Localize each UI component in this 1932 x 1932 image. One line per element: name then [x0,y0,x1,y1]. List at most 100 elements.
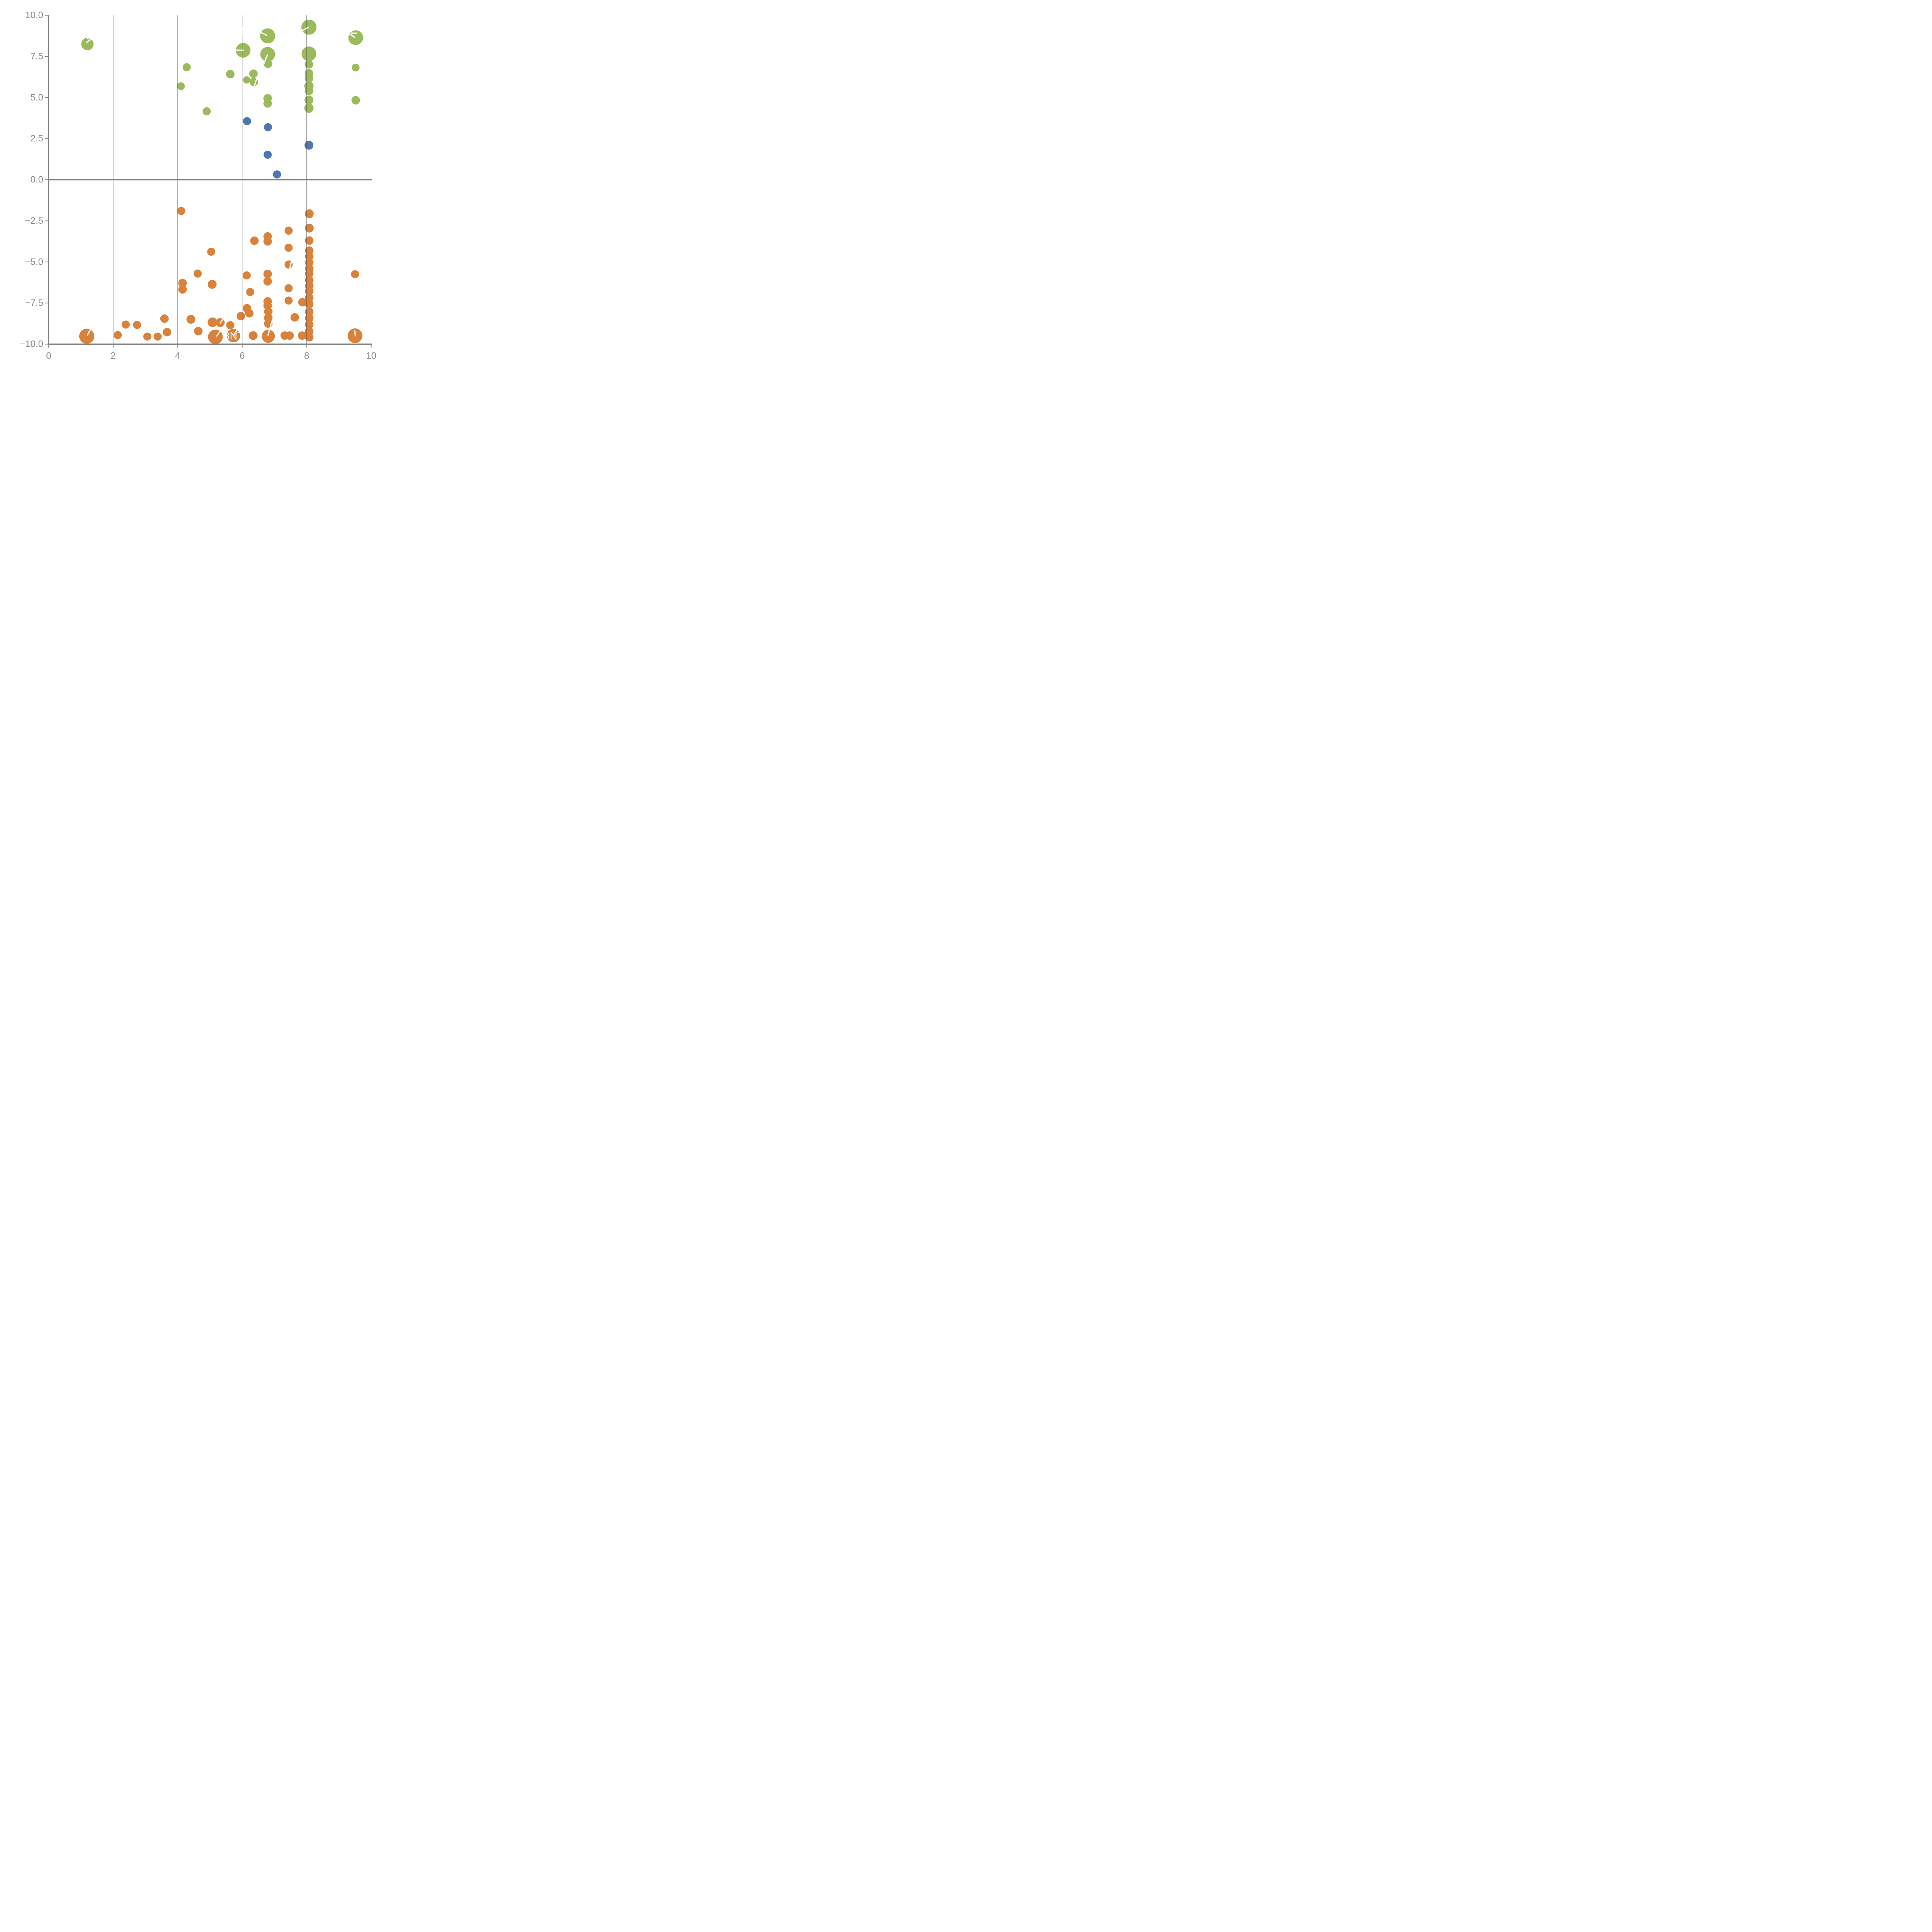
bubble-green-20 [304,87,313,95]
bubble-orange-48 [304,209,314,218]
bubble-orange-7 [160,314,169,323]
bubble-orange-59 [305,293,314,302]
annotation-leader-line-5 [349,33,355,38]
bubble-green-13 [263,99,272,108]
y-tick-label-2: 5.0 [31,92,43,103]
bubble-orange-41 [284,243,293,252]
annotation-leader-line-4 [302,26,309,31]
annotation-leader-line-6 [253,76,258,87]
bubble-orange-26 [248,331,258,340]
bubble-orange-8 [177,207,185,215]
y-tick-label-6: −5.0 [25,257,43,267]
bubble-blue-4 [273,170,281,179]
x-tick-label-2: 4 [175,351,180,361]
bubble-green-23 [348,30,363,45]
bubble-green-22 [304,104,314,113]
bubble-orange-46 [298,298,307,307]
bubble-green-1 [182,63,191,71]
bubble-green-4 [226,70,235,78]
bubble-orange-30 [263,269,272,278]
bubble-orange-3 [133,321,141,329]
bubble-orange-53 [305,258,314,267]
bubble-orange-12 [194,269,202,278]
bubble-orange-10 [178,285,187,294]
bubble-green-25 [351,96,360,105]
bubble-blue-3 [264,150,272,159]
bubble-orange-65 [305,333,314,342]
bubble-orange-60 [305,299,314,308]
bubble-green-6 [260,28,276,44]
bubble-green-15 [301,46,316,61]
bubble-orange-62 [305,314,314,323]
x-tick-label-0: 0 [46,351,51,361]
y-tick-label-1: 7.5 [31,51,43,61]
annotation-leader-line-9 [219,318,224,324]
bubble-blue-2 [304,141,314,150]
bubble-orange-13 [194,327,203,335]
bubble-orange-45 [290,313,299,322]
bubble-orange-11 [186,315,196,324]
bubble-orange-43 [284,284,293,293]
y-tick-label-0: 10.0 [25,10,43,20]
annotation-leader-line-7 [87,329,91,336]
bubble-green-0 [81,38,94,51]
x-tick-label-1: 2 [111,351,116,361]
bubble-orange-51 [305,246,314,255]
bubble-orange-15 [207,280,217,289]
annotation-leader-line-12 [289,261,292,269]
bubble-orange-55 [305,269,314,278]
annotation-leader-line-0 [86,38,92,43]
x-tick-label-5: 10 [366,351,376,361]
bubble-green-21 [304,95,314,105]
bubble-orange-19 [226,321,235,330]
bubble-orange-47 [298,331,306,340]
bubble-green-2 [177,82,185,90]
bubble-orange-49 [304,223,314,233]
bubble-orange-29 [263,237,272,246]
bubble-orange-24 [245,309,254,318]
bubble-orange-58 [305,287,314,296]
bubble-orange-0 [79,328,94,344]
bubble-orange-21 [236,312,245,321]
bubble-orange-16 [207,317,218,327]
bubble-orange-39 [285,331,294,340]
bubble-green-18 [304,74,313,83]
bubble-orange-4 [143,332,151,341]
annotation-fragment-2 [87,36,90,39]
annotation-leader-line-8 [216,327,223,337]
bubble-orange-31 [263,277,272,286]
y-tick-label-7: −7.5 [25,298,43,308]
bubble-orange-40 [284,226,293,235]
y-tick-label-5: −2.5 [25,216,43,226]
bubble-green-16 [304,60,313,69]
bubble-orange-37 [262,330,275,343]
bubble-orange-2 [121,320,130,329]
annotation-leader-line-3 [263,54,268,65]
bubble-orange-1 [114,331,122,339]
bubble-green-24 [352,63,360,71]
bubble-orange-6 [163,328,172,337]
bubble-orange-61 [305,308,314,316]
bubble-orange-34 [264,307,273,316]
bubble-orange-25 [246,288,255,296]
annotation-leader-line-10 [233,329,238,336]
annotation-fragment-3 [351,32,357,34]
bubble-orange-63 [305,320,314,329]
bubble-blue-0 [243,117,251,126]
annotation-leader-line-2 [260,32,267,36]
x-tick-label-4: 8 [304,351,309,361]
y-tick-label-4: 0.0 [31,175,43,185]
bubble-orange-66 [351,270,359,279]
bubble-blue-1 [264,123,272,131]
x-tick-label-3: 6 [240,351,245,361]
annotation-fragment-0 [237,27,250,31]
bubble-green-8 [264,60,272,68]
bubble-orange-14 [207,247,216,256]
bubble-orange-52 [305,252,314,261]
bubble-green-9 [249,69,258,78]
page: BNT 10.0 7.5 5.0 2.5 0.0 −2.5 −5.0 −7.5 −10.0 0 2 4 6… [0,0,386,386]
bubble-green-3 [202,107,211,116]
bubble-orange-27 [250,236,259,245]
bubble-green-10 [243,76,250,84]
bubble-orange-5 [153,332,162,341]
